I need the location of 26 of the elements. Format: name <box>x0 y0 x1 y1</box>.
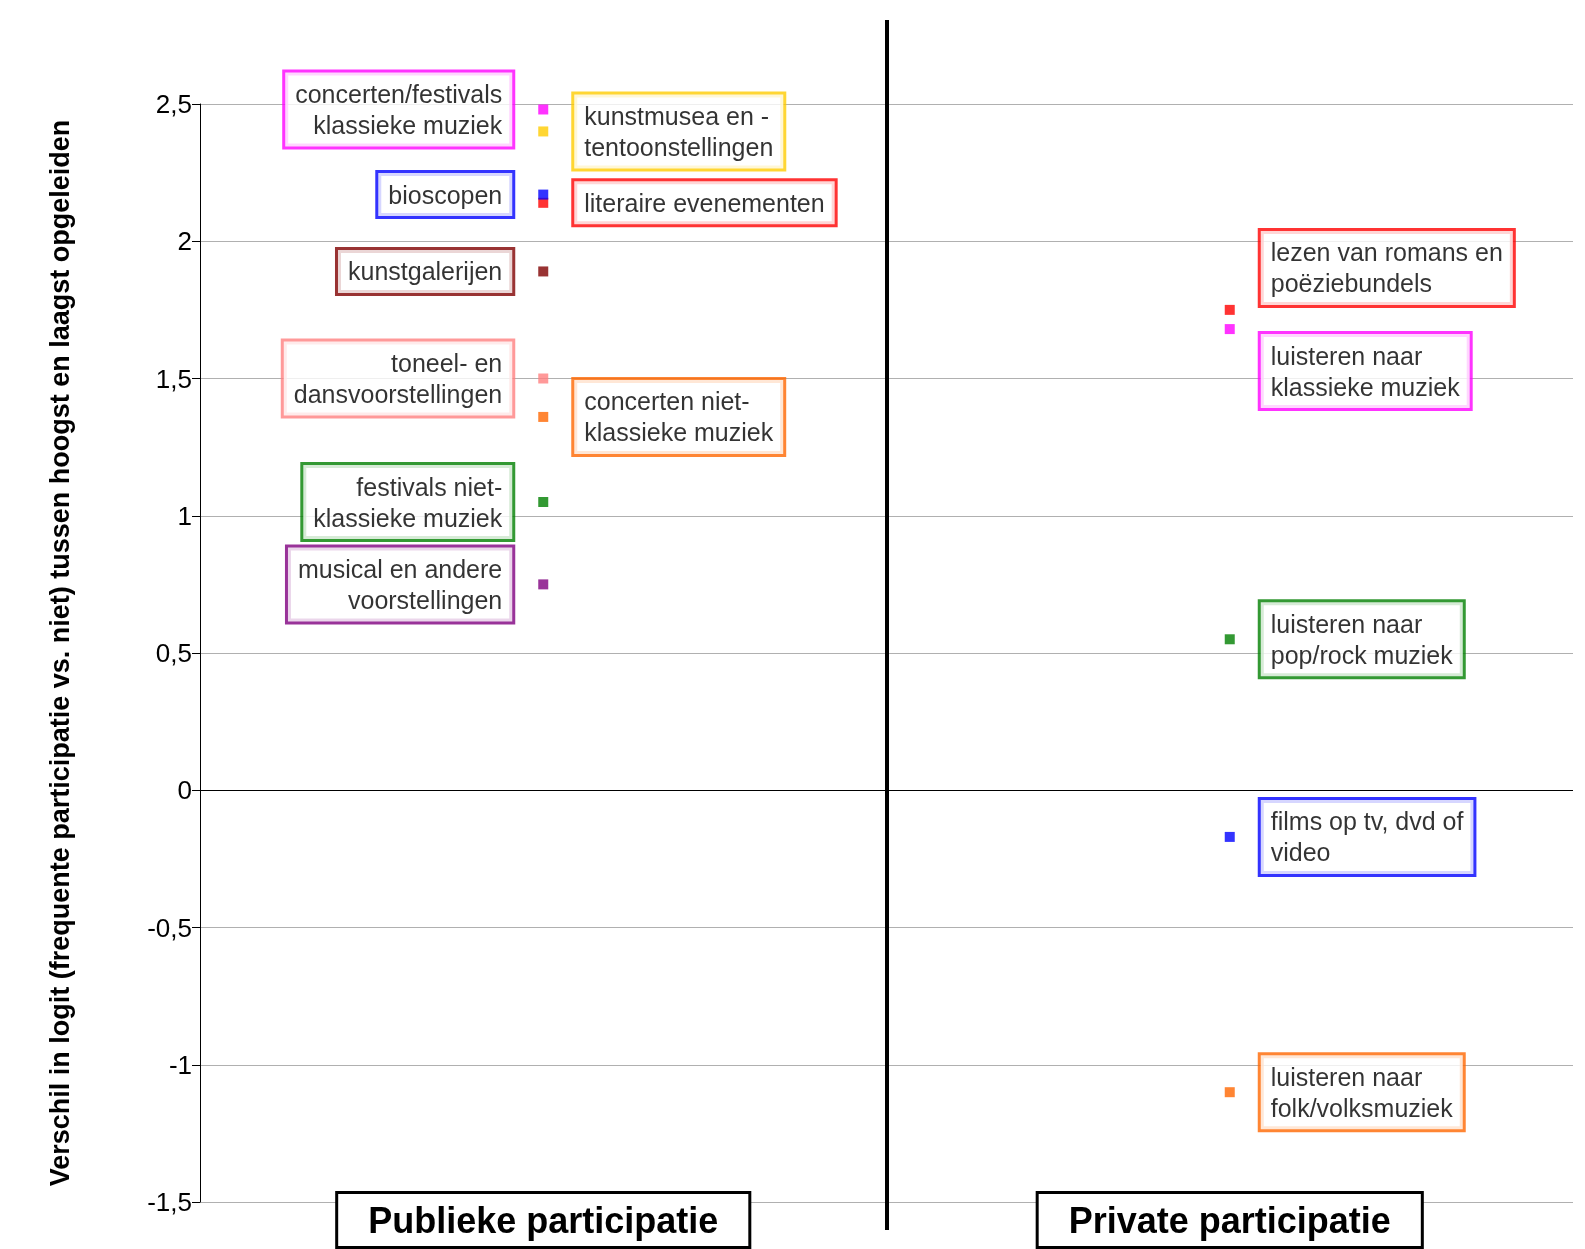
series-label: musical en andere voorstellingen <box>297 554 503 614</box>
series-label: festivals niet- klassieke muziek <box>313 472 503 532</box>
y-tick-label: 2,5 <box>155 89 192 119</box>
series-label: luisteren naar folk/volksmuziek <box>1270 1062 1454 1122</box>
y-axis-title: Verschil in logit (frequente participatie vs. niet) tussen hoogst en laagst opgeleiden <box>45 119 75 1187</box>
series-label: concerten niet- klassieke muziek <box>584 387 774 447</box>
series-label: kunstmusea en - tentoonstellingen <box>584 101 774 161</box>
series-label: luisteren naar klassieke muziek <box>1270 341 1461 401</box>
y-tick-label: -0,5 <box>147 912 192 943</box>
series-label: bioscopen <box>388 180 503 209</box>
series-label: lezen van romans en poëziebundels <box>1270 238 1503 298</box>
y-tick-label: 2 <box>177 226 192 257</box>
x-tick-label: Private participatie <box>1068 1199 1391 1241</box>
series-label: films op tv, dvd of video <box>1270 807 1464 867</box>
y-tick-label: -1 <box>168 1049 192 1080</box>
series-label: literaire evenementen <box>584 188 825 217</box>
series-label: concerten/festivals klassieke muziek <box>295 79 503 139</box>
y-tick-label: 1,5 <box>155 363 192 394</box>
y-tick-label: 1 <box>177 500 192 531</box>
series-label: luisteren naar pop/rock muziek <box>1270 609 1454 669</box>
y-tick-label: -1,5 <box>147 1187 192 1217</box>
x-tick-label: Publieke participatie <box>368 1199 719 1241</box>
series-label: kunstgalerijen <box>347 257 503 286</box>
y-tick-label: 0 <box>177 775 192 806</box>
series-label: toneel- en dansvoorstellingen <box>293 349 503 408</box>
y-tick-label: 0,5 <box>155 638 192 668</box>
